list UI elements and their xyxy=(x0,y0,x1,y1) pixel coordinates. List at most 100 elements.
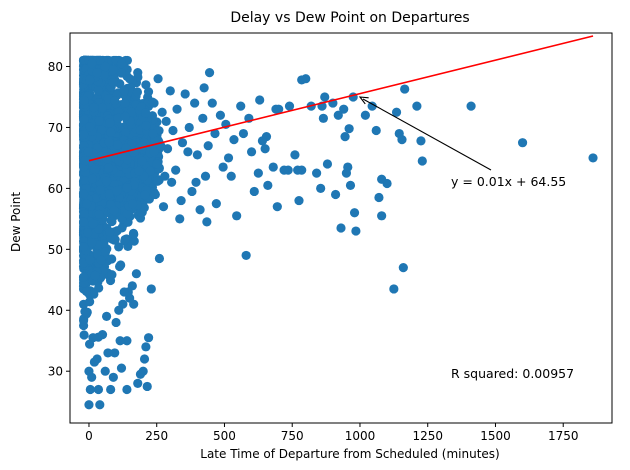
data-point xyxy=(279,165,289,175)
data-point xyxy=(226,171,236,181)
y-tick-label: 70 xyxy=(48,121,63,135)
data-point xyxy=(223,153,234,163)
data-point xyxy=(588,153,598,163)
data-point xyxy=(83,146,94,157)
data-point xyxy=(149,98,159,108)
data-point xyxy=(165,86,175,96)
x-tick-label: 750 xyxy=(281,429,304,443)
x-tick-label: 1500 xyxy=(480,429,511,443)
data-point xyxy=(131,269,141,279)
data-point xyxy=(172,104,182,114)
data-point xyxy=(132,87,143,97)
data-point xyxy=(89,357,99,367)
data-point xyxy=(290,150,300,160)
data-point xyxy=(100,247,111,257)
data-point xyxy=(158,202,169,212)
data-point xyxy=(466,101,476,111)
data-point xyxy=(141,120,151,131)
data-point xyxy=(175,214,185,224)
data-point xyxy=(271,104,281,114)
data-point xyxy=(78,320,89,331)
data-point xyxy=(113,113,123,123)
data-point xyxy=(119,287,129,297)
regression-line xyxy=(88,35,594,162)
data-point xyxy=(122,384,132,395)
data-point xyxy=(116,363,127,373)
data-point xyxy=(246,147,257,157)
data-point xyxy=(114,242,124,252)
data-point xyxy=(157,107,167,117)
data-point xyxy=(241,250,251,261)
data-point xyxy=(146,284,156,294)
data-point xyxy=(263,180,273,190)
data-point xyxy=(336,223,346,233)
data-point xyxy=(112,186,122,196)
data-point xyxy=(339,104,349,114)
data-point xyxy=(120,112,130,122)
data-point xyxy=(105,227,115,237)
annotation-arrow-head xyxy=(358,96,369,105)
data-point xyxy=(377,174,387,184)
data-point xyxy=(87,238,97,248)
data-point xyxy=(104,163,114,173)
data-point xyxy=(141,80,151,90)
data-point xyxy=(106,127,116,137)
data-point xyxy=(110,95,120,106)
y-axis-label: Dew Point xyxy=(9,192,23,252)
data-point xyxy=(312,168,322,178)
data-point xyxy=(148,128,158,139)
data-point xyxy=(143,333,154,343)
data-point xyxy=(154,253,165,264)
data-point xyxy=(412,101,422,111)
data-point xyxy=(142,381,152,392)
data-point xyxy=(87,174,98,184)
data-point xyxy=(322,159,333,169)
data-point xyxy=(110,348,120,358)
data-point xyxy=(141,342,151,352)
data-point xyxy=(391,107,402,117)
data-point xyxy=(115,261,125,272)
x-tick-label: 250 xyxy=(145,429,168,443)
data-point xyxy=(103,348,113,358)
data-point xyxy=(374,192,384,203)
data-point xyxy=(340,131,350,142)
x-tick-label: 500 xyxy=(213,429,236,443)
x-tick-label: 1250 xyxy=(412,429,443,443)
data-point xyxy=(116,68,126,78)
data-point xyxy=(94,116,104,126)
data-point xyxy=(184,122,194,133)
data-point xyxy=(294,195,304,206)
data-point xyxy=(79,209,90,219)
data-point xyxy=(111,317,121,328)
data-point xyxy=(192,150,202,160)
data-point xyxy=(349,208,360,218)
data-point xyxy=(95,185,105,195)
data-point xyxy=(257,136,268,146)
data-point xyxy=(218,162,228,172)
data-point xyxy=(88,333,98,343)
data-point xyxy=(316,183,326,193)
data-point xyxy=(190,98,200,108)
data-point xyxy=(183,147,193,157)
data-point xyxy=(360,110,370,120)
data-point xyxy=(176,195,186,206)
data-point xyxy=(106,384,116,395)
data-point xyxy=(116,58,127,69)
data-point xyxy=(122,336,132,346)
data-point xyxy=(351,226,361,236)
data-point xyxy=(108,64,118,75)
data-point xyxy=(229,135,239,145)
data-point xyxy=(394,128,404,139)
data-point xyxy=(210,128,220,139)
data-point xyxy=(85,297,95,307)
regression-layer xyxy=(88,35,594,171)
y-tick-label: 60 xyxy=(48,182,63,196)
data-point xyxy=(114,305,124,315)
data-point xyxy=(345,180,356,190)
data-point xyxy=(400,84,410,94)
data-point xyxy=(272,202,282,212)
data-point xyxy=(367,101,377,111)
data-point xyxy=(101,176,112,186)
data-point xyxy=(107,270,117,280)
